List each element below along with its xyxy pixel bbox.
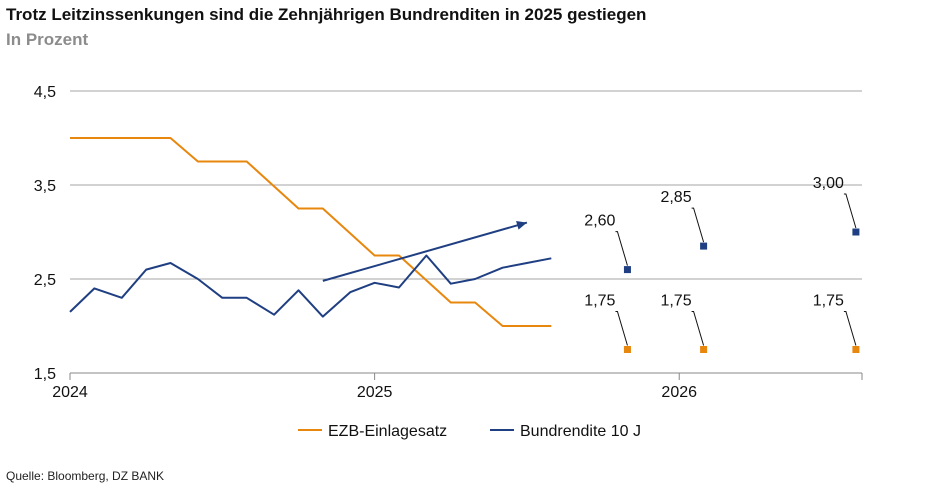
bundrendite-line [69,254,552,318]
forecast-label: 2,60 [584,213,615,230]
bundrendite-forecast-marker [700,242,708,250]
ezb-forecast-marker [623,346,631,353]
y-tick-label: 4,5 [34,84,56,101]
chart-subtitle: In Prozent [6,30,89,49]
ezb-forecast-marker [700,346,708,353]
legend: EZB-Einlagesatz Bundrendite 10 J [298,423,641,440]
gridlines [70,90,862,280]
axes: 1,5 2,5 3,5 4,5 2024 2025 2026 [34,84,863,401]
forecast-label: 1,75 [813,293,844,310]
forecast-leader-line [843,193,857,229]
forecast-leader-line [691,311,705,346]
chart-title: Trotz Leitzinssenkungen sind die Zehnjäh… [6,5,647,24]
forecast-leader-line [615,311,628,346]
x-tick-label: 2024 [52,384,88,401]
x-tick-label: 2026 [661,384,697,401]
forecast-label: 2,85 [660,189,691,206]
forecast-label: 1,75 [584,293,615,310]
ezb-einlagesatz-line [70,137,552,327]
trend-arrow-line [322,221,528,282]
ezb-forecast-marker [852,346,860,353]
legend-ezb-label: EZB-Einlagesatz [328,423,447,440]
source-note: Quelle: Bloomberg, DZ BANK [6,469,165,483]
y-tick-label: 3,5 [34,178,56,195]
bundrendite-forecast-marker [623,266,631,274]
y-tick-label: 2,5 [34,272,56,289]
legend-bund-label: Bundrendite 10 J [520,423,641,440]
series [69,137,552,327]
y-tick-label: 1,5 [34,366,56,383]
x-tick-label: 2025 [357,384,393,401]
bundrendite-forecast-marker [852,228,860,236]
forecast-label: 1,75 [660,293,691,310]
forecast-label: 3,00 [813,175,844,192]
forecasts: 2,60 2,85 3,00 1,75 1,75 1,75 [584,175,860,353]
forecast-leader-line [691,207,705,243]
trend-arrow-head [516,221,527,230]
forecast-leader-line [615,231,628,266]
forecast-leader-line [843,311,857,346]
